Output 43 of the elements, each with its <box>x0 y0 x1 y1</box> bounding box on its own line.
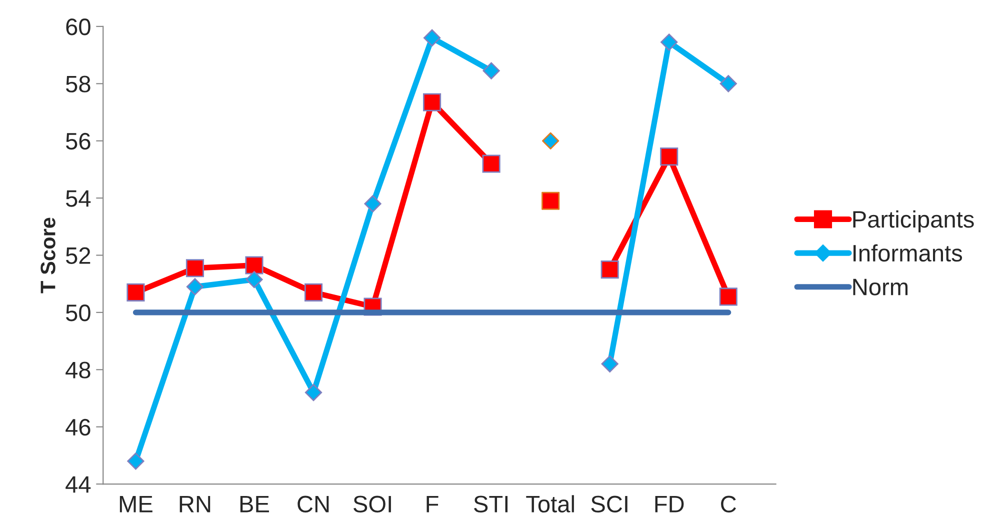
x-tick-label: SOI <box>354 496 391 512</box>
point <box>719 288 738 306</box>
point <box>482 154 500 173</box>
point <box>126 283 145 302</box>
point <box>304 283 323 302</box>
y-tick-label: 58 <box>66 76 90 92</box>
y-tick-label: 48 <box>66 362 90 378</box>
point <box>423 93 442 112</box>
point <box>660 148 678 166</box>
point <box>423 29 441 46</box>
point <box>186 259 204 278</box>
point <box>245 256 264 274</box>
y-tick-label: 54 <box>66 190 91 207</box>
x-tick-label: RN <box>180 496 210 512</box>
y-tick-label: 60 <box>66 18 90 36</box>
legend-label: Informants <box>854 244 962 262</box>
point <box>660 34 678 51</box>
point <box>720 75 737 92</box>
y-tick-label: 56 <box>66 132 90 150</box>
point <box>482 62 500 80</box>
point <box>601 355 618 372</box>
point <box>246 271 263 288</box>
x-tick-label: STI <box>474 496 508 512</box>
point <box>600 260 619 279</box>
point <box>364 195 382 212</box>
x-tick-label: FD <box>655 496 684 512</box>
y-tick-label: 44 <box>66 476 91 493</box>
x-tick-label: CN <box>298 496 329 512</box>
x-tick-label: F <box>426 496 438 512</box>
x-tick-label: SCI <box>591 496 628 512</box>
x-tick-label: ME <box>120 496 152 512</box>
y-tick-label: 52 <box>66 247 90 264</box>
legend-label: Norm <box>853 278 908 296</box>
point <box>304 384 322 402</box>
y-tick-label: 46 <box>66 418 90 436</box>
x-tick-label: Total <box>526 495 574 512</box>
x-tick-label: C <box>721 496 736 512</box>
point <box>127 452 144 470</box>
legend-label: Participants <box>853 210 974 232</box>
y-axis-title: T Score <box>40 218 56 294</box>
y-tick-label: 50 <box>66 304 90 322</box>
point <box>186 278 204 296</box>
x-tick-label: BE <box>240 496 269 512</box>
